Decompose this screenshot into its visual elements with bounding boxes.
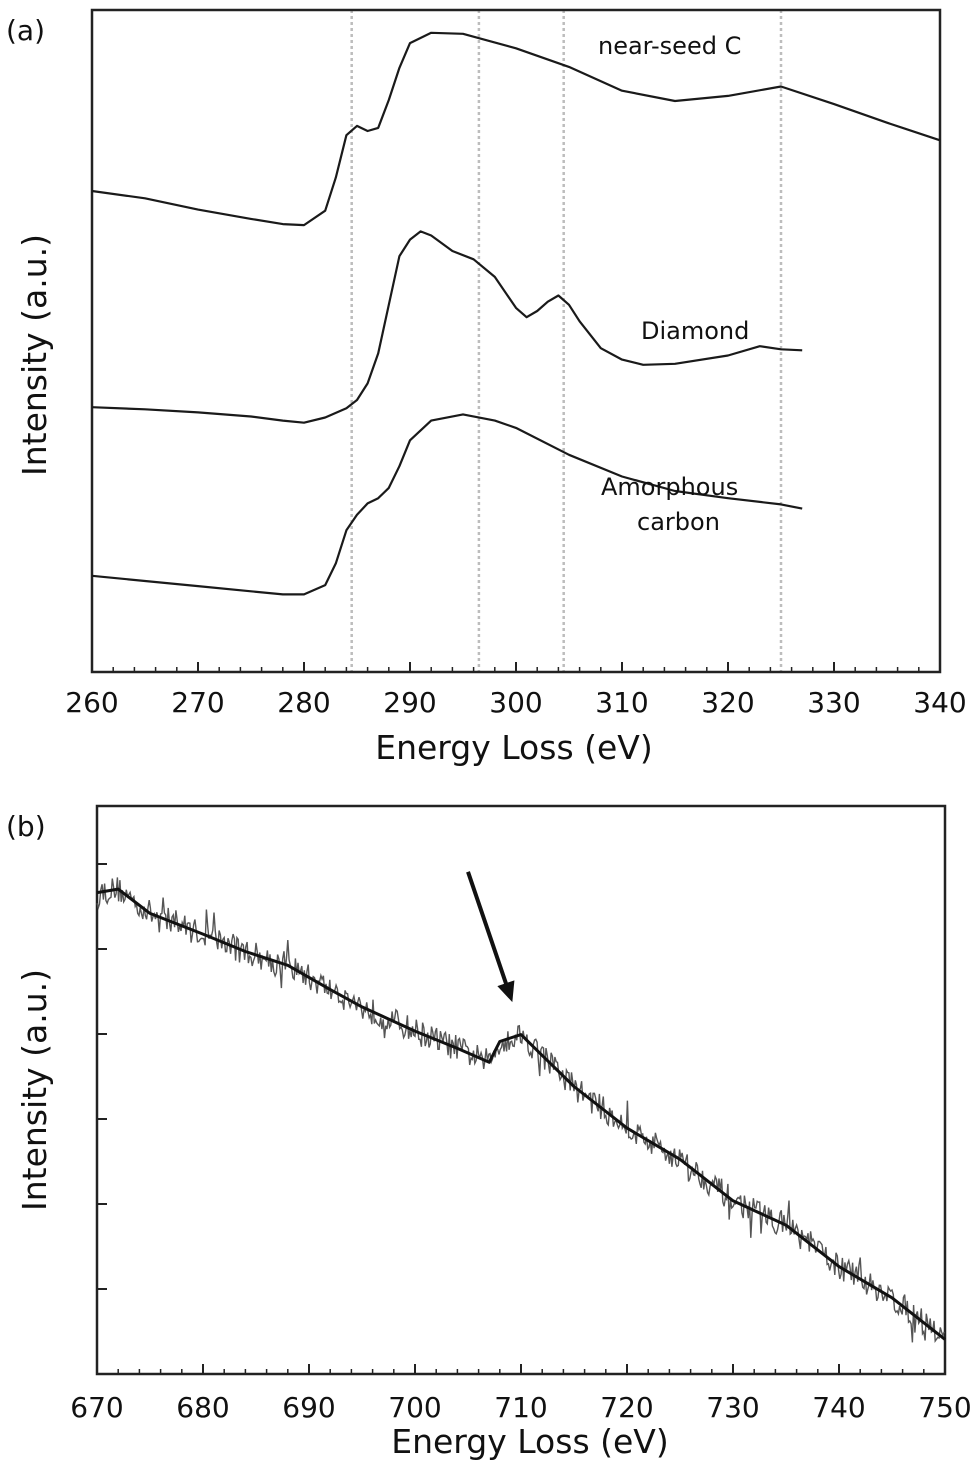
panel-b: (b) 670 680 690 700 710 720 730 740 750 Energy L…	[6, 804, 972, 1461]
label-amorphous: Amorphous	[601, 473, 738, 501]
panel-b-label: (b)	[6, 810, 46, 843]
b-xtick-label: 750	[918, 1391, 971, 1424]
panel-a-x-ticks: 260 270 280 290 300 310 320 330 340	[65, 662, 967, 719]
b-xtick-label: 730	[706, 1391, 759, 1424]
label-near-seed-c: near-seed C	[598, 32, 741, 60]
series-diamond	[91, 230, 803, 424]
panel-a: (a) 260 270 280 290 300 310 320 330 340 near-see…	[6, 8, 967, 767]
panel-a-plot-frame	[90, 8, 942, 674]
panel-a-series	[91, 31, 941, 596]
b-xtick-label: 680	[176, 1391, 229, 1424]
panel-a-reference-lines	[350, 10, 783, 672]
series-spectrum-noisy	[96, 877, 945, 1344]
b-xtick-label: 700	[388, 1391, 441, 1424]
arrow-head	[497, 980, 515, 1003]
b-xtick-label: 670	[70, 1391, 123, 1424]
panel-a-y-axis-title: Intensity (a.u.)	[15, 234, 54, 476]
a-xtick-label: 290	[383, 686, 436, 719]
a-xtick-label: 300	[489, 686, 542, 719]
a-xtick-label: 320	[701, 686, 754, 719]
panel-a-x-axis-title: Energy Loss (eV)	[375, 728, 653, 767]
panel-b-y-axis-title: Intensity (a.u.)	[15, 969, 54, 1211]
a-xtick-label: 280	[277, 686, 330, 719]
series-near-seed-c	[91, 31, 941, 227]
arrow-shaft	[466, 871, 513, 998]
a-xtick-label: 340	[913, 686, 966, 719]
b-xtick-label: 690	[282, 1391, 335, 1424]
panel-b-x-axis-title: Energy Loss (eV)	[391, 1422, 669, 1461]
panel-b-x-ticks: 670 680 690 700 710 720 730 740 750	[70, 1364, 972, 1424]
a-xtick-label: 310	[595, 686, 648, 719]
a-xtick-label: 260	[65, 686, 118, 719]
a-xtick-label: 330	[807, 686, 860, 719]
b-xtick-label: 740	[812, 1391, 865, 1424]
b-xtick-label: 720	[600, 1391, 653, 1424]
label-carbon: carbon	[637, 508, 720, 536]
label-diamond: Diamond	[641, 317, 749, 345]
panel-b-arrow	[466, 871, 515, 1003]
series-spectrum	[96, 887, 946, 1341]
panel-b-y-ticks	[97, 863, 107, 1290]
panel-b-series	[96, 877, 946, 1344]
a-xtick-label: 270	[171, 686, 224, 719]
series-amorphous-carbon	[91, 413, 803, 596]
panel-a-label: (a)	[6, 14, 45, 47]
panel-b-plot-frame	[95, 804, 947, 1376]
b-xtick-label: 710	[494, 1391, 547, 1424]
